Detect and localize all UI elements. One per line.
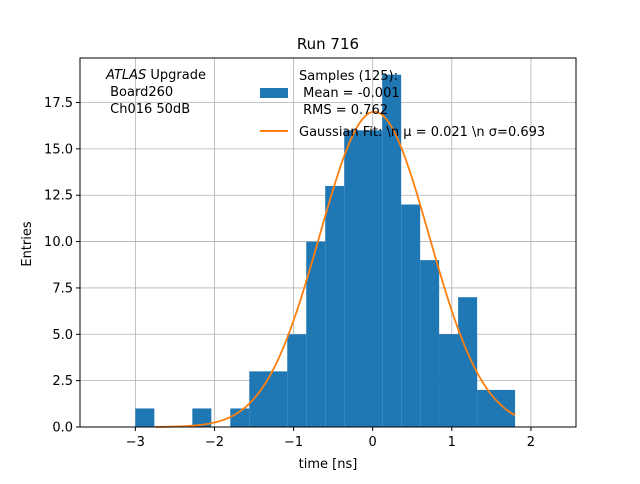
legend-fit-label: Gaussian Fit: \n μ = 0.021 \n σ=0.693 bbox=[299, 125, 545, 140]
histogram-bar bbox=[306, 241, 326, 427]
legend-samples-line-3: RMS = 0.762 bbox=[299, 103, 388, 118]
histogram-bar bbox=[230, 408, 250, 427]
legend-swatch-samples bbox=[260, 88, 288, 98]
annotation-line-3: Ch016 50dB bbox=[106, 102, 190, 117]
x-tick-label: 1 bbox=[448, 435, 456, 450]
annotation-line-2: Board260 bbox=[106, 85, 173, 100]
y-tick-label: 17.5 bbox=[44, 96, 73, 111]
y-tick-label: 5.0 bbox=[52, 328, 73, 343]
legend-samples-line-1: Samples (125): bbox=[299, 69, 398, 84]
legend: Samples (125): Mean = -0.001 RMS = 0.762… bbox=[260, 69, 545, 140]
gaussian-fit-line bbox=[155, 110, 516, 428]
x-tick-label: −2 bbox=[205, 435, 224, 450]
annotation-line-1: ATLAS Upgrade bbox=[105, 68, 206, 83]
y-tick-label: 0.0 bbox=[52, 421, 73, 436]
histogram-bar bbox=[135, 408, 155, 427]
gaussian-fit bbox=[155, 110, 516, 428]
histogram-bar bbox=[249, 371, 288, 427]
x-tick-label: −3 bbox=[126, 435, 145, 450]
histogram-bar bbox=[401, 204, 421, 427]
histogram-bar bbox=[344, 130, 383, 427]
y-tick-label: 15.0 bbox=[44, 142, 73, 157]
legend-samples-line-2: Mean = -0.001 bbox=[299, 86, 400, 101]
histogram-bar bbox=[477, 389, 516, 427]
x-tick-label: 2 bbox=[527, 435, 535, 450]
y-tick-label: 12.5 bbox=[44, 189, 73, 204]
y-tick-label: 7.5 bbox=[52, 281, 73, 296]
axis-ticks: −3 −2 −1 0 1 2 0.0 2.5 5.0 7.5 10.0 12.5 15.0 17.5 bbox=[44, 96, 535, 450]
atlas-annotation: ATLAS Upgrade Board260 Ch016 50dB bbox=[105, 68, 206, 117]
histogram-bar bbox=[382, 74, 402, 427]
histogram-bar bbox=[420, 260, 440, 427]
histogram-bar bbox=[439, 334, 459, 427]
chart-title: Run 716 bbox=[297, 35, 359, 53]
plot-frame bbox=[79, 57, 577, 428]
histogram-bar bbox=[287, 334, 307, 427]
x-axis-label: time [ns] bbox=[299, 457, 358, 472]
histogram-bar bbox=[458, 334, 478, 427]
x-tick-label: −1 bbox=[284, 435, 303, 450]
histogram-bar bbox=[192, 408, 212, 427]
y-axis-label: Entries bbox=[20, 221, 35, 267]
y-tick-label: 2.5 bbox=[52, 374, 73, 389]
histogram-bars bbox=[135, 74, 516, 427]
histogram-bar bbox=[325, 185, 345, 427]
y-tick-label: 10.0 bbox=[44, 235, 73, 250]
x-tick-label: 0 bbox=[369, 435, 377, 450]
